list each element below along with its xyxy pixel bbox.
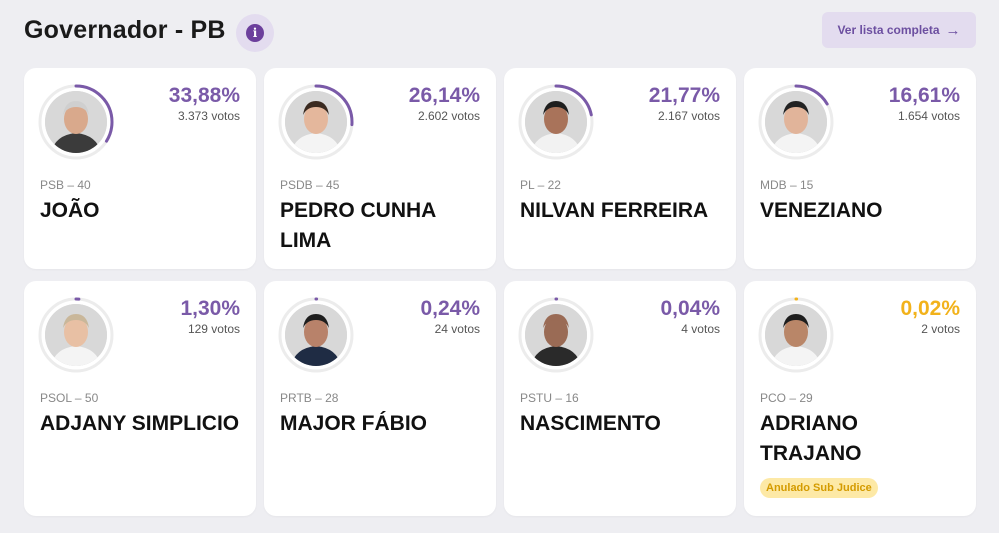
party-number: PSDB – 45 [280,178,340,192]
candidate-name: VENEZIANO [760,199,883,222]
vote-share-ring [278,84,354,160]
vote-count: 24 votos [434,322,480,336]
vote-share-ring [518,297,594,373]
vote-percent: 21,77% [648,84,720,107]
vote-percent: 26,14% [408,84,480,107]
avatar [765,304,827,366]
avatar-progress [278,84,354,160]
party-number: PL – 22 [520,178,561,192]
avatar-progress [518,84,594,160]
vote-count: 2.167 votos [657,109,720,123]
vote-share-ring [278,297,354,373]
status-badge: Anulado Sub Judice [760,478,878,498]
avatar-progress [758,84,834,160]
candidate-card[interactable]: 21,77% 2.167 votos PL – 22 NILVAN FERREIRA [504,68,736,269]
candidate-card[interactable]: 0,02% 2 votos PCO – 29 ADRIANO TRAJANO Anula… [744,281,976,516]
candidate-name: ADRIANO TRAJANO [760,412,862,465]
avatar-progress [38,84,114,160]
vote-count: 129 votos [187,322,240,336]
header: Governador - PB i Ver lista completa → [24,12,976,52]
full-list-label: Ver lista completa [837,23,940,37]
candidate-card[interactable]: 0,24% 24 votos PRTB – 28 MAJOR FÁBIO [264,281,496,516]
vote-count: 2 votos [921,322,960,336]
vote-count: 3.373 votos [177,109,240,123]
full-list-button[interactable]: Ver lista completa → [822,12,976,48]
candidate-card[interactable]: 16,61% 1.654 votos MDB – 15 VENEZIANO [744,68,976,269]
vote-count: 2.602 votos [417,109,480,123]
candidate-name: ADJANY SIMPLICIO [40,412,240,435]
candidate-card[interactable]: 33,88% 3.373 votos PSB – 40 JOÃO [24,68,256,269]
vote-percent: 0,02% [900,297,960,320]
vote-percent: 1,30% [180,297,240,320]
candidate-name: MAJOR FÁBIO [280,412,427,435]
vote-share-ring [758,297,834,373]
avatar [525,91,587,153]
vote-percent: 0,24% [420,297,480,320]
info-icon: i [246,24,264,42]
avatar-progress [518,297,594,373]
avatar [525,304,587,366]
candidate-name: JOÃO [40,199,100,222]
candidate-card[interactable]: 26,14% 2.602 votos PSDB – 45 PEDRO CUNHA LI… [264,68,496,269]
vote-percent: 16,61% [888,84,960,107]
candidate-name: PEDRO CUNHA LIMA [280,199,436,252]
info-button[interactable]: i [236,14,274,52]
candidate-name: NASCIMENTO [520,412,661,435]
party-number: PSB – 40 [40,178,91,192]
avatar [45,91,107,153]
avatar-progress [758,297,834,373]
avatar-progress [278,297,354,373]
vote-percent: 33,88% [168,84,240,107]
party-number: PRTB – 28 [280,391,339,405]
avatar-progress [38,297,114,373]
page-title: Governador - PB [24,16,226,44]
avatar [285,304,347,366]
vote-share-ring [758,84,834,160]
party-number: PCO – 29 [760,391,813,405]
avatar [285,91,347,153]
vote-count: 1.654 votos [897,109,960,123]
avatar [765,91,827,153]
candidate-name: NILVAN FERREIRA [520,199,709,222]
avatar [45,304,107,366]
party-number: MDB – 15 [760,178,814,192]
vote-share-ring [38,84,114,160]
party-number: PSTU – 16 [520,391,579,405]
party-number: PSOL – 50 [40,391,99,405]
arrow-right-icon: → [945,21,961,39]
vote-share-ring [518,84,594,160]
vote-share-ring [38,297,114,373]
candidate-card[interactable]: 1,30% 129 votos PSOL – 50 ADJANY SIMPLICIO [24,281,256,516]
candidate-card[interactable]: 0,04% 4 votos PSTU – 16 NASCIMENTO [504,281,736,516]
candidate-grid: 33,88% 3.373 votos PSB – 40 JOÃO 26,14% 2.60… [24,68,976,516]
vote-count: 4 votos [681,322,720,336]
vote-percent: 0,04% [660,297,720,320]
